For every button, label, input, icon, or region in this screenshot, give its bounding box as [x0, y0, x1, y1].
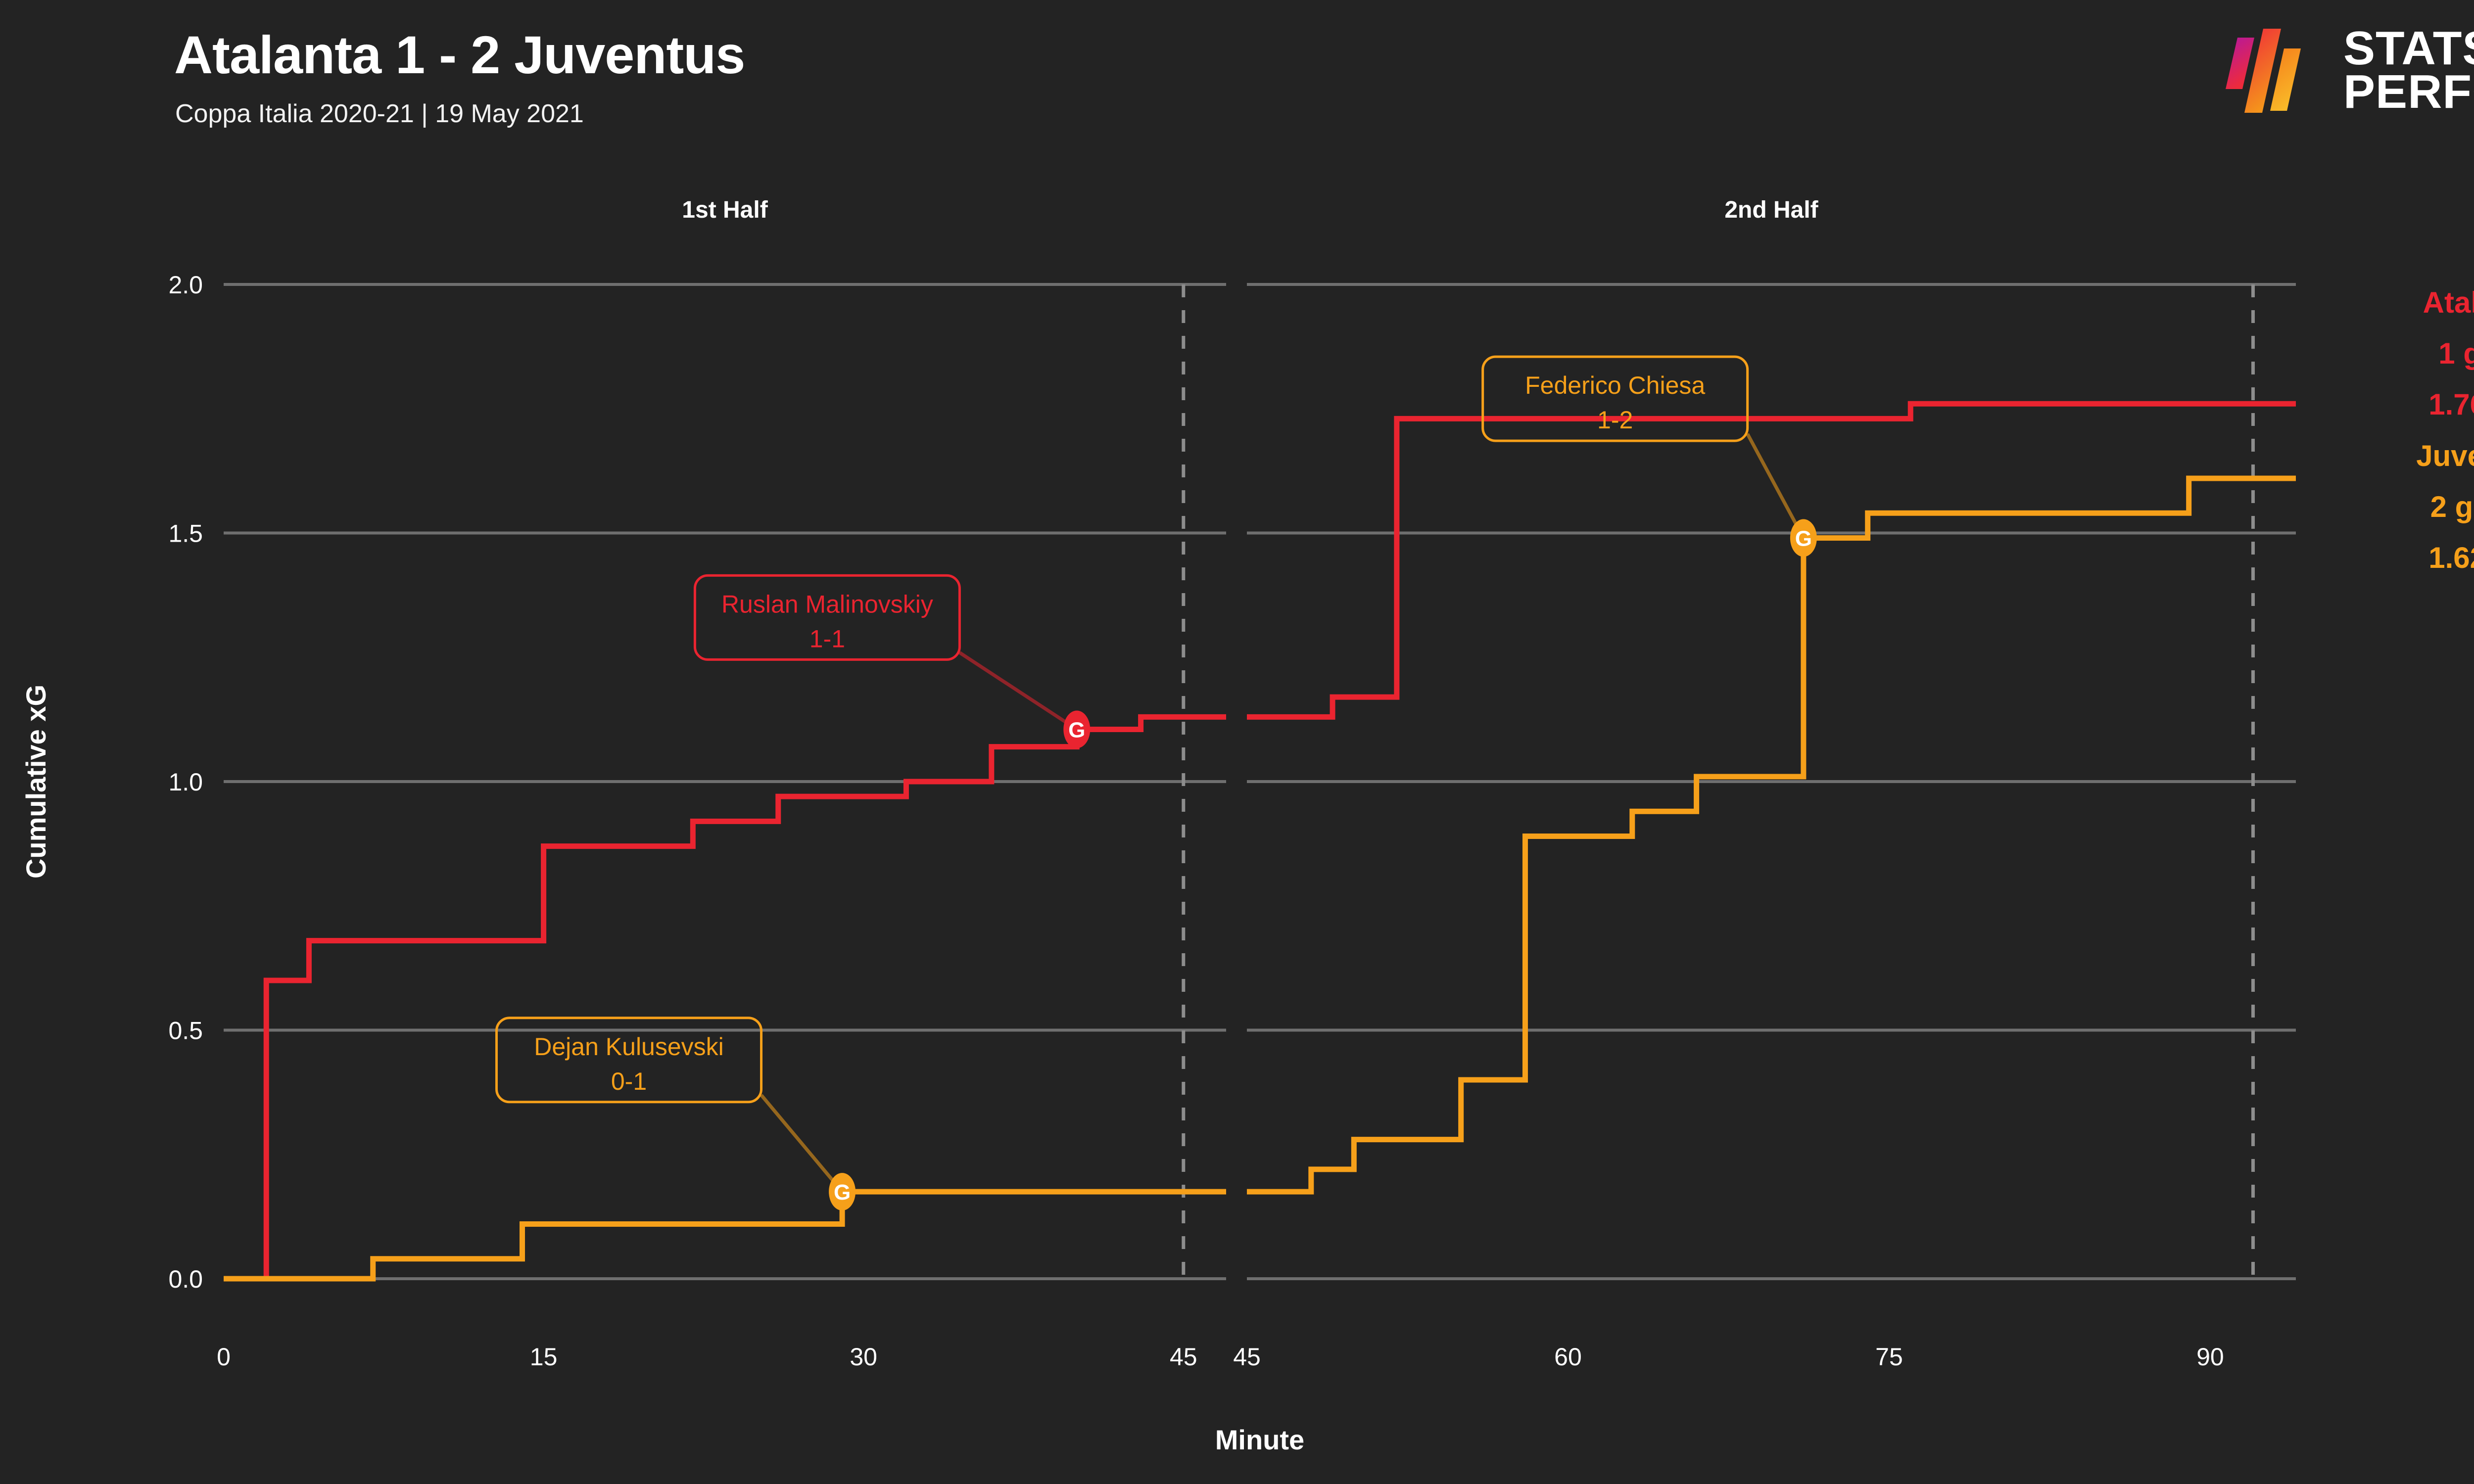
- goal-annotation-0: Ruslan Malinovskiy 1-1 G: [693, 574, 1091, 748]
- goal-annotation-0-score: 1-1: [809, 625, 845, 652]
- y-axis-tick-1.5: 1.5: [168, 520, 203, 548]
- x-axis-tick-p1-60: 60: [1554, 1343, 1582, 1371]
- panel-title-1: 2nd Half: [1724, 197, 1818, 223]
- x-axis-tick-p0-45: 45: [1170, 1343, 1197, 1371]
- goal-annotation-2-score: 1-2: [1597, 406, 1633, 434]
- logo-line-2: PERFORM: [2343, 65, 2474, 118]
- legend-away-xg: 1.62 xG: [2428, 541, 2474, 574]
- goal-annotation-1-box: [495, 1017, 763, 1104]
- goal-annotation-1-player-name: Dejan Kulusevski: [534, 1033, 724, 1061]
- y-axis-tick-0.0: 0.0: [168, 1265, 203, 1293]
- goal-annotation-1-leader-line: [760, 1094, 844, 1193]
- x-axis-title: Minute: [1215, 1424, 1304, 1455]
- goal-annotation-2-player-name: Federico Chiesa: [1525, 371, 1705, 399]
- xg-step-line-atalanta-half1: [224, 714, 1226, 1282]
- y-axis-title: Cumulative xG: [20, 685, 51, 879]
- logo-bars-icon: [2226, 29, 2301, 113]
- x-axis-tick-p0-30: 30: [850, 1343, 877, 1371]
- goal-annotation-2-goal-marker-icon: [1790, 519, 1817, 557]
- goal-annotation-0-goal-marker-label: G: [1068, 718, 1085, 742]
- legend-away-name: Juventus: [2416, 439, 2474, 472]
- goal-annotation-2: Federico Chiesa 1-2 G: [1481, 355, 1817, 557]
- page-subtitle: Coppa Italia 2020-21 | 19 May 2021: [175, 99, 584, 128]
- goal-annotation-0-leader-line: [958, 651, 1078, 731]
- page-title: Atalanta 1 - 2 Juventus: [174, 25, 745, 85]
- x-axis-tick-p1-90: 90: [2196, 1343, 2224, 1371]
- goal-annotation-0-player-name: Ruslan Malinovskiy: [721, 590, 933, 618]
- logo-line-1: STATS: [2343, 21, 2474, 75]
- x-axis-tick-p0-15: 15: [530, 1343, 558, 1371]
- panel-title-0: 1st Half: [682, 197, 768, 223]
- legend-away-goals: 2 goals: [2430, 490, 2474, 523]
- goal-annotation-1-goal-marker-label: G: [834, 1180, 851, 1205]
- goal-annotation-1-goal-marker-icon: [829, 1173, 856, 1211]
- y-axis-tick-1.0: 1.0: [168, 768, 203, 796]
- legend-home-xg: 1.76 xG: [2428, 388, 2474, 421]
- xg-step-line-juventus-half2: [1247, 475, 2296, 1195]
- goal-annotation-0-goal-marker-icon: [1063, 710, 1091, 748]
- stats-perform-logo: STATS PERFORM: [2212, 21, 2474, 118]
- legend-home-goals: 1 goal: [2438, 337, 2474, 371]
- goal-annotation-1: Dejan Kulusevski 0-1 G: [495, 1017, 856, 1211]
- xg-step-line-atalanta-half2: [1247, 401, 2296, 720]
- x-axis-tick-p1-45: 45: [1233, 1343, 1261, 1371]
- goal-annotation-2-goal-marker-label: G: [1795, 527, 1812, 551]
- team-legend: Atalanta 1 goal 1.76 xG Juventus 2 goals…: [2378, 277, 2474, 583]
- legend-home-name: Atalanta: [2423, 286, 2474, 319]
- goal-annotation-0-box: [693, 574, 961, 661]
- goal-annotation-1-score: 0-1: [611, 1067, 647, 1095]
- x-axis-tick-p1-75: 75: [1875, 1343, 1903, 1371]
- xg-step-line-juventus-half1: [224, 1189, 1226, 1282]
- y-axis-tick-2.0: 2.0: [168, 271, 203, 299]
- goal-annotation-2-box: [1481, 355, 1749, 442]
- x-axis-tick-p0-0: 0: [217, 1343, 231, 1371]
- y-axis-tick-0.5: 0.5: [168, 1017, 203, 1045]
- goal-annotation-2-leader-line: [1746, 433, 1805, 539]
